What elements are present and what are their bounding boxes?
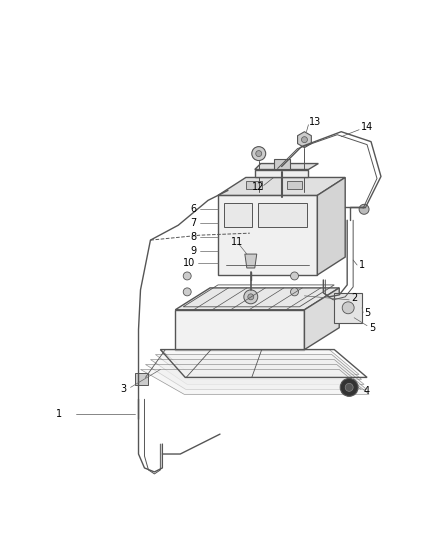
Text: 4: 4: [363, 386, 369, 397]
Polygon shape: [334, 293, 362, 322]
Text: 11: 11: [231, 237, 243, 247]
Circle shape: [290, 288, 298, 296]
Polygon shape: [286, 181, 303, 189]
Text: 5: 5: [369, 322, 375, 333]
Circle shape: [345, 383, 353, 391]
Text: 8: 8: [190, 232, 196, 242]
Circle shape: [301, 136, 307, 143]
Text: 12: 12: [252, 182, 264, 192]
Polygon shape: [218, 196, 318, 275]
Polygon shape: [245, 254, 257, 268]
Circle shape: [244, 290, 258, 304]
Text: 5: 5: [364, 308, 370, 318]
Polygon shape: [255, 169, 308, 177]
Text: 1: 1: [359, 260, 365, 270]
Circle shape: [340, 378, 358, 397]
Text: 10: 10: [183, 258, 195, 268]
Polygon shape: [255, 164, 318, 169]
Text: 6: 6: [190, 204, 196, 214]
Text: 2: 2: [351, 293, 357, 303]
Text: 9: 9: [190, 246, 196, 256]
Polygon shape: [145, 365, 367, 389]
Polygon shape: [246, 181, 262, 189]
Polygon shape: [224, 203, 252, 227]
Circle shape: [248, 294, 254, 300]
Polygon shape: [258, 203, 307, 227]
Polygon shape: [160, 350, 359, 375]
Polygon shape: [218, 177, 345, 196]
Polygon shape: [304, 288, 339, 350]
Polygon shape: [134, 374, 148, 385]
Polygon shape: [175, 310, 304, 350]
Polygon shape: [175, 288, 339, 310]
Circle shape: [342, 302, 354, 314]
Circle shape: [252, 147, 266, 160]
Text: 14: 14: [361, 122, 373, 132]
Polygon shape: [150, 360, 364, 384]
Polygon shape: [297, 132, 311, 148]
Text: 13: 13: [309, 117, 321, 127]
Circle shape: [256, 151, 262, 157]
Circle shape: [183, 288, 191, 296]
Polygon shape: [155, 354, 362, 379]
Circle shape: [290, 272, 298, 280]
Text: 7: 7: [190, 218, 196, 228]
Polygon shape: [318, 177, 345, 275]
Polygon shape: [274, 158, 290, 168]
Text: 3: 3: [120, 384, 127, 394]
Polygon shape: [141, 369, 369, 394]
Circle shape: [183, 272, 191, 280]
Circle shape: [359, 204, 369, 214]
Text: 1: 1: [56, 409, 62, 419]
